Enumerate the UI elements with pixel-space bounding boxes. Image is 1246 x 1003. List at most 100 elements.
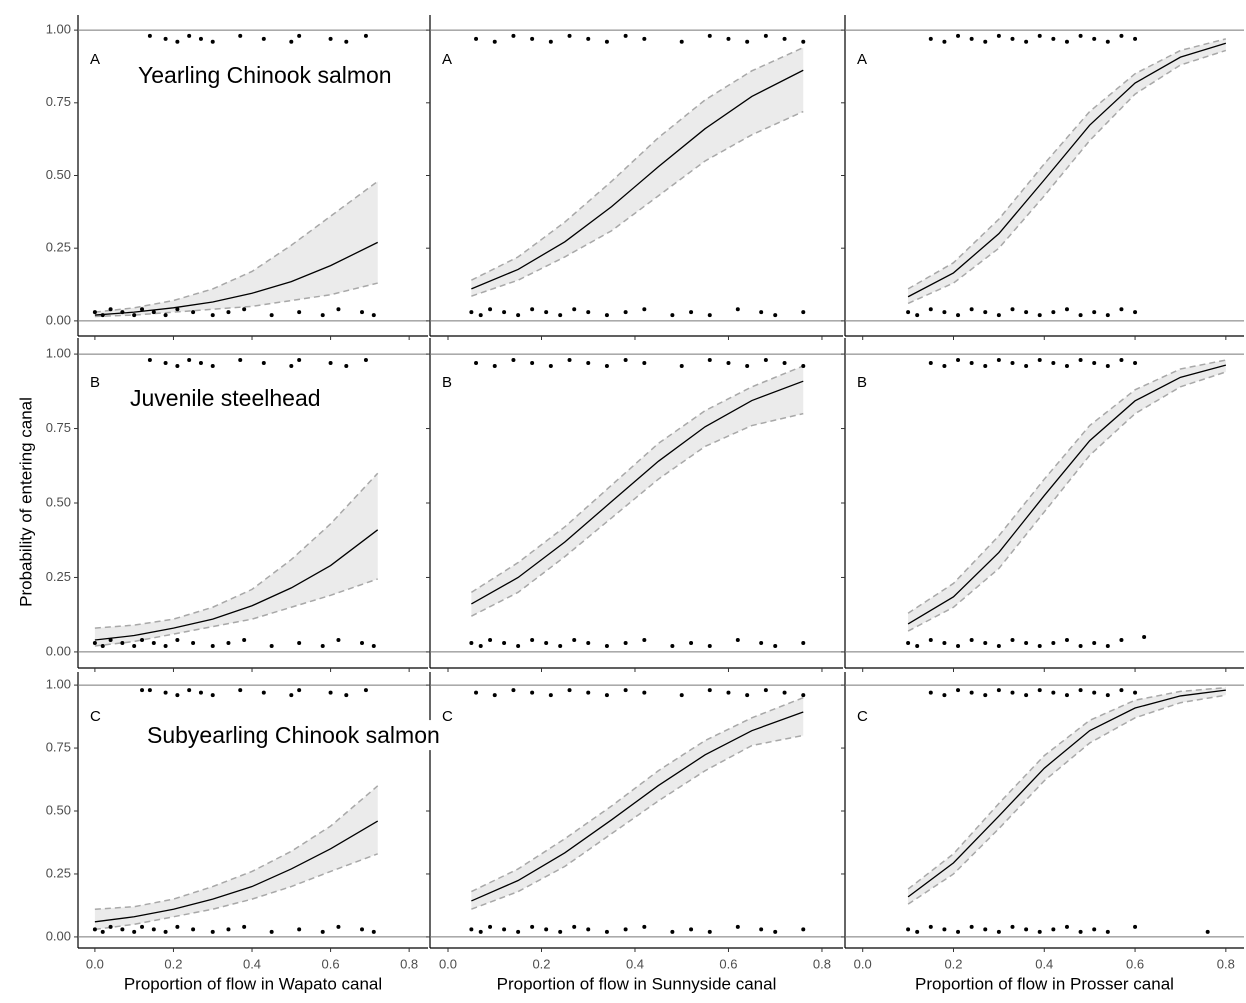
- observation-point: [297, 358, 302, 363]
- observation-point: [1051, 927, 1056, 932]
- observation-point: [198, 690, 203, 695]
- x-tick-label: 0.0: [854, 956, 872, 971]
- observation-point: [120, 310, 125, 315]
- panel: 0.00 0.25 0.50 0.75 1.00 A: [46, 15, 428, 340]
- x-axis-title: Proportion of flow in Wapato canal: [124, 974, 382, 993]
- observation-point: [1092, 36, 1097, 41]
- observation-point: [516, 313, 521, 318]
- observation-point: [516, 929, 521, 934]
- observation-point: [1078, 313, 1083, 318]
- observation-point: [1010, 690, 1015, 695]
- observation-point: [242, 924, 247, 929]
- observation-point: [132, 643, 137, 648]
- y-tick-label: 0.00: [46, 643, 71, 658]
- confidence-band: [908, 38, 1226, 304]
- observation-point: [745, 39, 750, 44]
- observation-point: [175, 638, 180, 643]
- observation-point: [689, 640, 694, 645]
- panel: B: [841, 338, 1244, 672]
- observation-point: [132, 929, 137, 934]
- upper-bound: [907, 359, 1226, 614]
- observation-point: [928, 924, 933, 929]
- observation-point: [567, 33, 572, 38]
- observation-point: [1051, 310, 1056, 315]
- y-tick-label: 1.00: [46, 346, 71, 361]
- observation-point: [320, 929, 325, 934]
- observation-point: [1051, 640, 1056, 645]
- observation-point: [623, 640, 628, 645]
- observation-point: [210, 39, 215, 44]
- observation-point: [642, 924, 647, 929]
- observation-point: [297, 927, 302, 932]
- fit-line: [907, 42, 1227, 298]
- observation-point: [969, 361, 974, 366]
- observation-point: [511, 688, 516, 693]
- observation-point: [1051, 36, 1056, 41]
- observation-point: [163, 36, 168, 41]
- observation-point: [289, 39, 294, 44]
- observation-point: [996, 643, 1001, 648]
- observation-point: [763, 358, 768, 363]
- observation-point: [689, 310, 694, 315]
- observation-point: [763, 688, 768, 693]
- observation-point: [801, 640, 806, 645]
- observation-point: [670, 313, 675, 318]
- observation-point: [773, 929, 778, 934]
- observation-point: [1133, 310, 1138, 315]
- lower-bound: [907, 371, 1227, 632]
- observation-point: [623, 358, 628, 363]
- y-tick-label: 0.50: [46, 494, 71, 509]
- x-tick-label: 0.2: [944, 956, 962, 971]
- observation-point: [371, 929, 376, 934]
- observation-point: [735, 924, 740, 929]
- confidence-band: [908, 687, 1226, 905]
- observation-point: [1092, 640, 1097, 645]
- observation-point: [238, 688, 243, 693]
- observation-point: [516, 643, 521, 648]
- observation-point: [360, 310, 365, 315]
- observation-point: [548, 363, 553, 368]
- observation-point: [1119, 638, 1124, 643]
- observation-point: [1051, 690, 1056, 695]
- observation-point: [604, 39, 609, 44]
- observation-point: [289, 693, 294, 698]
- observation-point: [336, 924, 341, 929]
- observation-point: [726, 690, 731, 695]
- observation-point: [801, 39, 806, 44]
- x-tick-label: 0.6: [1126, 956, 1144, 971]
- observation-point: [996, 33, 1001, 38]
- observation-point: [745, 363, 750, 368]
- observation-point: [1205, 929, 1210, 934]
- observation-point: [1078, 643, 1083, 648]
- observation-point: [679, 363, 684, 368]
- y-tick-label: 0.25: [46, 865, 71, 880]
- observation-point: [983, 39, 988, 44]
- observation-point: [1010, 361, 1015, 366]
- observation-point: [1133, 36, 1138, 41]
- observation-point: [558, 929, 563, 934]
- observation-point: [996, 313, 1001, 318]
- x-tick-label: 0.2: [164, 956, 182, 971]
- observation-point: [530, 36, 535, 41]
- observation-point: [328, 361, 333, 366]
- observation-point: [983, 640, 988, 645]
- observation-point: [956, 688, 961, 693]
- observation-point: [726, 361, 731, 366]
- fit-line: [907, 364, 1227, 625]
- panel: 0.0 0.2 0.4 0.6 0.8 C: [841, 672, 1244, 971]
- observation-point: [1024, 363, 1029, 368]
- panel: 0.0 0.2 0.4 0.6 0.8 C: [426, 672, 843, 971]
- observation-point: [623, 33, 628, 38]
- observation-point: [210, 313, 215, 318]
- observation-point: [151, 310, 156, 315]
- observation-point: [488, 307, 493, 312]
- observation-point: [187, 688, 192, 693]
- annotation: Subyearling Chinook salmon: [147, 722, 440, 748]
- observation-point: [492, 39, 497, 44]
- observation-point: [360, 927, 365, 932]
- observation-point: [928, 690, 933, 695]
- x-tick-label: 0.8: [1217, 956, 1235, 971]
- upper-bound: [94, 472, 379, 629]
- panel-label: C: [442, 708, 453, 725]
- observation-point: [623, 310, 628, 315]
